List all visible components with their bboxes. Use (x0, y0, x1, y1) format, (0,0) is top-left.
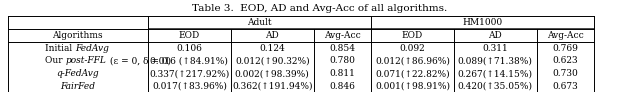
Text: EOD: EOD (402, 31, 423, 40)
Text: Avg-Acc: Avg-Acc (547, 31, 584, 40)
Text: 0.730: 0.730 (552, 69, 578, 78)
Text: 0.124: 0.124 (259, 44, 285, 53)
Text: Avg-Acc: Avg-Acc (324, 31, 361, 40)
Text: FedAvg: FedAvg (75, 44, 109, 53)
Text: 0.267(↑14.15%): 0.267(↑14.15%) (458, 69, 532, 78)
Text: Adult: Adult (247, 18, 272, 27)
Text: 0.012(↑90.32%): 0.012(↑90.32%) (235, 56, 310, 65)
Text: Table 3.  EOD, AD and Avg-Acc of all algorithms.: Table 3. EOD, AD and Avg-Acc of all algo… (193, 4, 447, 13)
Text: Our: Our (45, 56, 65, 65)
Text: 0.811: 0.811 (330, 69, 355, 78)
Text: 0.016 (↑84.91%): 0.016 (↑84.91%) (150, 56, 228, 65)
Text: 0.089(↑71.38%): 0.089(↑71.38%) (458, 56, 532, 65)
Text: 0.017(↑83.96%): 0.017(↑83.96%) (152, 82, 227, 91)
Text: 0.001(↑98.91%): 0.001(↑98.91%) (375, 82, 450, 91)
Text: q-FedAvg: q-FedAvg (56, 69, 99, 78)
Text: HM1000: HM1000 (463, 18, 502, 27)
Text: 0.012(↑86.96%): 0.012(↑86.96%) (375, 56, 450, 65)
Text: 0.854: 0.854 (330, 44, 355, 53)
Text: 0.623: 0.623 (552, 56, 578, 65)
Text: AD: AD (488, 31, 502, 40)
Text: 0.769: 0.769 (552, 44, 579, 53)
Text: 0.673: 0.673 (552, 82, 578, 91)
Text: 0.846: 0.846 (330, 82, 355, 91)
Text: 0.420(↑35.05%): 0.420(↑35.05%) (458, 82, 532, 91)
Text: Initial: Initial (45, 44, 75, 53)
Text: 0.362(↑191.94%): 0.362(↑191.94%) (232, 82, 312, 91)
Text: FairFed: FairFed (60, 82, 95, 91)
Text: AD: AD (266, 31, 279, 40)
Text: 0.106: 0.106 (177, 44, 202, 53)
Text: 0.071(↑22.82%): 0.071(↑22.82%) (375, 69, 450, 78)
Text: (ε = 0, δ = 0): (ε = 0, δ = 0) (106, 56, 170, 65)
Text: EOD: EOD (179, 31, 200, 40)
Text: 0.002(↑98.39%): 0.002(↑98.39%) (235, 69, 310, 78)
Text: 0.311: 0.311 (483, 44, 508, 53)
Text: Algorithms: Algorithms (52, 31, 103, 40)
Text: 0.092: 0.092 (399, 44, 425, 53)
Text: post-FFL: post-FFL (65, 56, 106, 65)
Text: 0.780: 0.780 (330, 56, 355, 65)
Text: 0.337(↑217.92%): 0.337(↑217.92%) (149, 69, 230, 78)
